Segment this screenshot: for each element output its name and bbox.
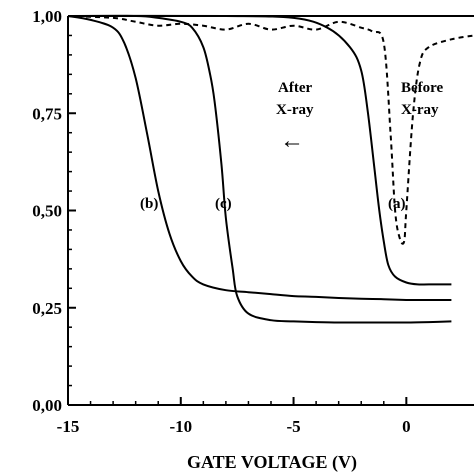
x-ticks: -15 -10 -5 0 — [57, 397, 411, 436]
series-label-c: (c) — [215, 196, 232, 212]
series-label-b: (b) — [140, 196, 158, 212]
x-tick-label: -5 — [286, 417, 300, 436]
series-line-2 — [67, 15, 452, 302]
series-line-1 — [67, 15, 474, 245]
y-tick-label: 0,25 — [32, 299, 62, 318]
series-line-3 — [67, 14, 452, 324]
y-ticks: 0,00 0,25 0,50 0,75 1,00 — [32, 7, 76, 415]
x-tick-label: 0 — [402, 417, 411, 436]
annotation-before-line1: Before — [401, 80, 444, 96]
y-tick-label: 0,75 — [32, 104, 62, 123]
y-tick-label: 0,00 — [32, 396, 62, 415]
x-tick-label: -10 — [169, 417, 192, 436]
x-axis-title: GATE VOLTAGE (V) — [187, 452, 357, 473]
series-layer — [67, 14, 474, 324]
annotation-before-line2: X-ray — [401, 102, 439, 118]
annotation-after-line1: After — [278, 80, 312, 96]
annotation-after-line2: X-ray — [276, 102, 314, 118]
arrow-left-icon: ← — [280, 128, 304, 154]
x-tick-label: -15 — [57, 417, 80, 436]
plot-frame — [67, 15, 474, 406]
y-tick-label: 1,00 — [32, 7, 62, 26]
series-line-4 — [67, 14, 452, 286]
series-label-a: (a) — [388, 196, 406, 212]
y-tick-label: 0,50 — [32, 202, 62, 221]
